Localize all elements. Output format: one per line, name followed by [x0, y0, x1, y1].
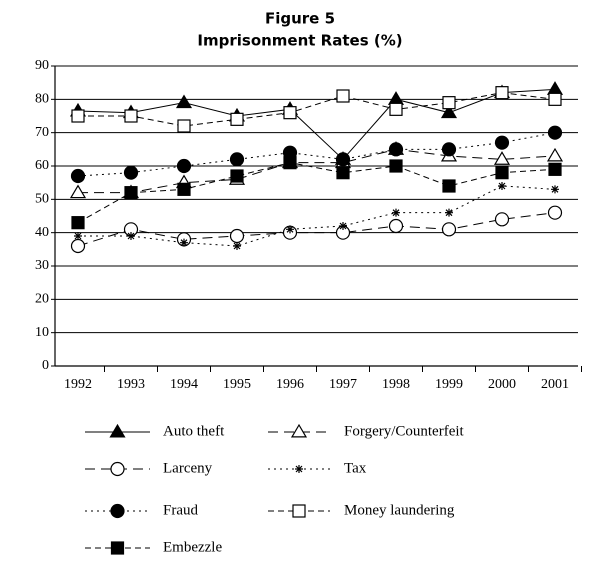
- y-tick-label: 70: [35, 125, 49, 140]
- data-point: [551, 185, 559, 194]
- data-point: [229, 152, 245, 167]
- data-point: [392, 208, 400, 217]
- x-tick-label: 1997: [329, 377, 357, 392]
- data-point: [495, 86, 509, 100]
- legend-label: Embezzle: [163, 539, 222, 555]
- data-point: [494, 212, 510, 227]
- data-point: [440, 104, 458, 119]
- data-point: [493, 151, 511, 165]
- series-line: [77, 212, 556, 247]
- x-tick-label: 2001: [541, 377, 569, 392]
- data-point: [127, 232, 135, 240]
- x-tick-label: 1995: [223, 377, 251, 392]
- legend-marker: [110, 461, 125, 477]
- legend-label: Fraud: [163, 502, 198, 518]
- series-line: [78, 185, 556, 247]
- legend-label: Tax: [344, 460, 367, 476]
- series-line: [78, 92, 556, 127]
- chart-title: Figure 5: [265, 10, 335, 28]
- data-point: [441, 222, 457, 237]
- legend-marker: [110, 503, 125, 519]
- y-tick-label: 50: [35, 192, 49, 207]
- legend-label: Auto theft: [163, 423, 225, 439]
- legend-marker: [109, 423, 126, 438]
- data-point: [445, 208, 453, 217]
- data-point: [229, 228, 245, 244]
- data-point: [389, 102, 403, 116]
- data-point: [387, 91, 405, 105]
- data-point: [230, 112, 244, 126]
- data-point: [177, 119, 191, 133]
- data-point: [123, 165, 139, 180]
- data-point: [70, 168, 86, 184]
- y-tick-label: 10: [35, 325, 49, 340]
- x-tick-label: 1992: [64, 377, 92, 392]
- x-tick-label: 1994: [170, 377, 198, 392]
- data-point: [233, 242, 241, 250]
- data-point: [283, 106, 297, 120]
- data-point: [336, 89, 350, 103]
- x-tick-label: 1996: [276, 377, 304, 392]
- data-point: [548, 92, 562, 106]
- y-tick-label: 30: [35, 258, 49, 273]
- data-point: [176, 158, 192, 174]
- data-point: [388, 218, 404, 234]
- data-point: [286, 225, 294, 234]
- data-point: [124, 109, 138, 123]
- x-tick-label: 1993: [117, 377, 145, 392]
- data-point: [547, 125, 563, 140]
- legend-marker: [292, 504, 306, 518]
- data-point: [548, 162, 562, 176]
- legend-marker: [110, 541, 125, 555]
- data-point: [335, 152, 351, 167]
- data-point: [498, 182, 506, 190]
- series-line: [77, 132, 556, 177]
- y-tick-label: 90: [35, 58, 49, 73]
- data-point: [442, 96, 456, 110]
- data-point: [124, 186, 138, 200]
- legend-label: Larceny: [163, 460, 213, 476]
- legend-label: Money laundering: [344, 502, 455, 518]
- data-point: [389, 159, 403, 173]
- chart-subtitle: Imprisonment Rates (%): [197, 32, 402, 50]
- data-point: [177, 182, 191, 196]
- data-point: [180, 238, 188, 247]
- data-point: [74, 232, 82, 240]
- data-point: [339, 222, 347, 230]
- data-point: [71, 109, 85, 123]
- legend-marker: [290, 423, 308, 438]
- data-point: [70, 238, 86, 254]
- data-point: [71, 216, 85, 230]
- data-point: [388, 142, 404, 157]
- y-tick-label: 80: [35, 92, 49, 107]
- legend-label: Forgery/Counterfeit: [344, 423, 465, 439]
- data-point: [442, 179, 456, 193]
- data-point: [69, 184, 87, 199]
- y-tick-label: 0: [42, 358, 49, 373]
- series-line: [78, 148, 556, 194]
- series-line: [77, 88, 556, 161]
- data-point: [546, 147, 564, 162]
- data-point: [230, 169, 244, 183]
- data-point: [494, 135, 510, 150]
- x-tick-label: 1998: [382, 377, 410, 392]
- data-point: [547, 205, 563, 220]
- data-point: [336, 166, 350, 180]
- data-point: [283, 156, 297, 170]
- y-tick-label: 20: [35, 292, 49, 307]
- data-point: [441, 142, 457, 157]
- y-tick-label: 60: [35, 158, 49, 173]
- data-point: [546, 81, 564, 95]
- series-line: [77, 162, 556, 224]
- legend-marker: [295, 465, 303, 473]
- y-tick-label: 40: [35, 225, 49, 240]
- x-tick-label: 2000: [488, 377, 516, 392]
- data-point: [175, 94, 193, 109]
- x-tick-label: 1999: [435, 377, 463, 392]
- data-point: [495, 166, 509, 180]
